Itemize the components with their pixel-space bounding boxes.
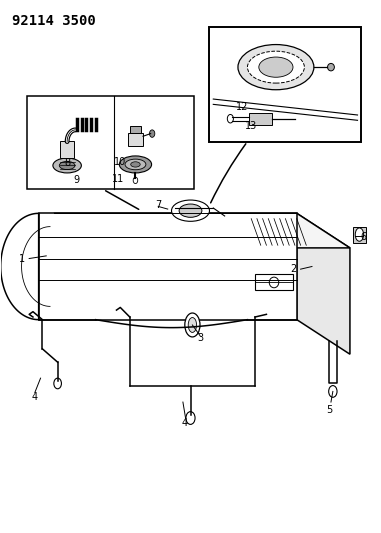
Ellipse shape xyxy=(355,228,363,241)
Circle shape xyxy=(186,411,195,424)
Text: 7: 7 xyxy=(155,200,162,211)
Ellipse shape xyxy=(171,200,210,221)
Polygon shape xyxy=(352,227,366,243)
Text: 8: 8 xyxy=(64,158,70,168)
Ellipse shape xyxy=(53,158,82,173)
Ellipse shape xyxy=(125,159,146,169)
Polygon shape xyxy=(297,213,350,354)
Bar xyxy=(130,126,141,133)
Text: 3: 3 xyxy=(197,333,203,343)
Ellipse shape xyxy=(247,51,304,83)
Ellipse shape xyxy=(328,63,335,71)
Circle shape xyxy=(54,378,61,389)
Bar xyxy=(210,27,361,142)
Circle shape xyxy=(227,115,234,123)
Ellipse shape xyxy=(119,156,152,173)
Text: 13: 13 xyxy=(245,120,257,131)
Text: 92114 3500: 92114 3500 xyxy=(12,14,96,28)
Text: 10: 10 xyxy=(114,157,126,167)
Ellipse shape xyxy=(269,277,279,288)
Circle shape xyxy=(149,130,155,138)
Text: 4: 4 xyxy=(182,418,188,429)
Polygon shape xyxy=(255,274,293,290)
Text: 11: 11 xyxy=(112,174,125,184)
Text: 4: 4 xyxy=(32,392,38,402)
Polygon shape xyxy=(1,213,38,320)
Bar xyxy=(249,114,272,125)
Ellipse shape xyxy=(185,313,200,337)
Polygon shape xyxy=(54,213,350,248)
Ellipse shape xyxy=(59,161,75,169)
Circle shape xyxy=(329,385,337,397)
Bar xyxy=(128,133,143,146)
Ellipse shape xyxy=(179,204,202,217)
Text: 6: 6 xyxy=(360,232,366,243)
Ellipse shape xyxy=(259,57,293,77)
Text: 2: 2 xyxy=(290,264,296,274)
Bar xyxy=(60,141,74,158)
Ellipse shape xyxy=(238,45,314,90)
Text: 1: 1 xyxy=(19,254,25,263)
Text: 9: 9 xyxy=(74,175,80,185)
Text: 12: 12 xyxy=(235,102,248,112)
Text: 5: 5 xyxy=(326,405,332,415)
Polygon shape xyxy=(38,213,297,320)
Bar xyxy=(27,96,194,189)
Ellipse shape xyxy=(131,162,140,167)
Circle shape xyxy=(133,177,138,183)
Ellipse shape xyxy=(188,318,197,333)
